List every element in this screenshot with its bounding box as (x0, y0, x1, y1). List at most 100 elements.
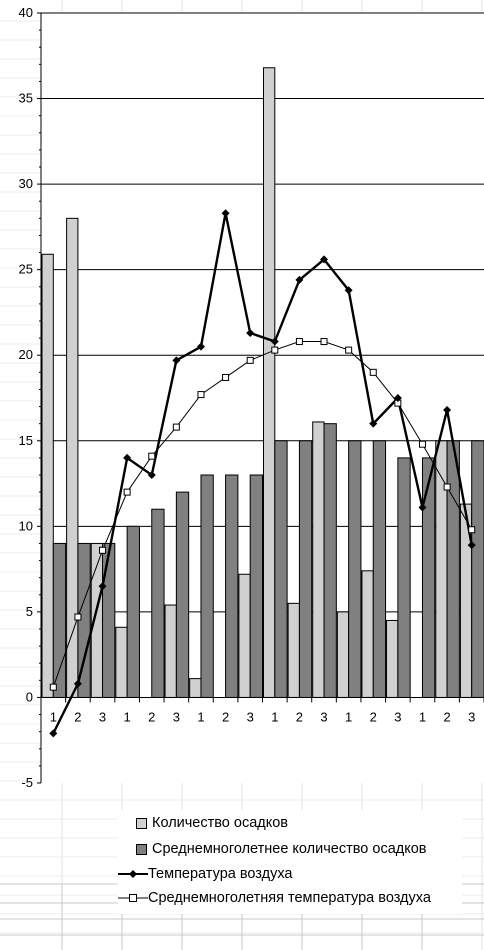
legend-swatch-dark (136, 843, 147, 855)
marker-temperature (418, 503, 427, 512)
x-tick-label: 2 (148, 709, 155, 724)
y-tick-label: 30 (19, 176, 33, 191)
marker-mean-temperature (74, 613, 82, 621)
bar-precipitation (238, 573, 251, 698)
y-tick-label: 20 (19, 347, 33, 362)
bar-mean-precipitation (471, 440, 484, 698)
x-tick-label: 3 (468, 709, 475, 724)
bar-precipitation (263, 67, 276, 698)
legend-diamond-line-icon (118, 868, 148, 880)
marker-mean-temperature (468, 526, 476, 534)
marker-mean-temperature (418, 440, 426, 448)
x-tick-label: 3 (247, 709, 254, 724)
marker-mean-temperature (197, 391, 205, 399)
x-tick-label: 2 (74, 709, 81, 724)
marker-mean-temperature (320, 338, 328, 346)
bar-mean-precipitation (348, 440, 362, 698)
legend-item-precipitation: Количество осадков (118, 812, 288, 834)
bar-mean-precipitation (175, 491, 190, 698)
legend-item-mean-precipitation: Среднемноголетнее количество осадков (118, 838, 427, 860)
legend-label-mean-temperature: Среднемноголетняя температура воздуха (148, 890, 431, 906)
marker-mean-temperature (99, 546, 107, 554)
line-temperature (52, 212, 473, 734)
x-tick-label: 1 (50, 709, 57, 724)
bar-mean-precipitation (249, 474, 263, 698)
legend-label-mean-precipitation: Среднемноголетнее количество осадков (152, 841, 427, 857)
bar-precipitation (361, 570, 374, 698)
marker-temperature (270, 337, 279, 346)
y-tick-label: 25 (19, 262, 33, 277)
x-tick-label: 1 (345, 709, 352, 724)
x-tick-label: 1 (197, 709, 204, 724)
bar-mean-precipitation (126, 525, 140, 698)
x-tick-label: 2 (222, 709, 229, 724)
bar-mean-precipitation (397, 457, 411, 698)
bar-precipitation (336, 611, 350, 698)
y-tick-label: 5 (26, 604, 33, 619)
legend-label-precipitation: Количество осадков (152, 815, 289, 831)
y-tick-label: 15 (19, 433, 33, 448)
marker-temperature (246, 328, 255, 337)
bar-precipitation (312, 421, 325, 698)
bar-mean-precipitation (52, 542, 67, 698)
marker-mean-temperature (148, 452, 156, 460)
marker-temperature (467, 541, 476, 550)
x-tick-label: 1 (271, 709, 278, 724)
x-tick-label: 1 (124, 709, 131, 724)
marker-temperature (49, 729, 58, 738)
marker-temperature (221, 209, 230, 218)
line-mean-temperature (52, 341, 473, 688)
bar-precipitation (115, 626, 128, 698)
bar-precipitation (287, 602, 300, 698)
marker-temperature (295, 275, 304, 284)
marker-temperature (196, 342, 205, 351)
y-tick-label: 40 (19, 5, 33, 20)
legend-label-temperature: Температура воздуха (148, 866, 293, 882)
legend-item-mean-temperature: Среднемноголетняя температура воздуха (118, 887, 431, 909)
marker-mean-temperature (246, 356, 254, 364)
bar-precipitation (164, 604, 177, 698)
bar-precipitation (386, 619, 399, 698)
bar-precipitation (435, 440, 448, 698)
y-tick-label: 0 (26, 689, 33, 704)
x-tick-label: 1 (419, 709, 426, 724)
marker-mean-temperature (345, 346, 353, 354)
marker-temperature (393, 394, 402, 402)
bar-mean-precipitation (274, 440, 288, 698)
marker-temperature (320, 255, 329, 264)
bar-mean-precipitation (298, 440, 313, 698)
marker-temperature (123, 453, 132, 462)
y-tick-label: 10 (19, 518, 33, 533)
marker-temperature (98, 582, 107, 591)
marker-temperature (344, 286, 353, 295)
legend-swatch-light (136, 817, 147, 829)
marker-mean-temperature (49, 683, 57, 691)
marker-mean-temperature (295, 338, 303, 346)
y-tick-label: -5 (21, 775, 33, 790)
legend: Количество осадков Среднемноголетнее кол… (118, 810, 462, 914)
marker-temperature (73, 679, 82, 688)
x-tick-label: 3 (394, 709, 401, 724)
x-tick-label: 3 (173, 709, 180, 724)
marker-mean-temperature (172, 423, 180, 431)
bar-mean-precipitation (446, 440, 460, 698)
marker-mean-temperature (443, 483, 451, 491)
bar-precipitation (66, 217, 79, 698)
marker-temperature (147, 471, 156, 479)
marker-mean-temperature (123, 488, 131, 496)
marker-temperature (443, 405, 452, 414)
x-tick-label: 2 (443, 709, 450, 724)
marker-temperature (172, 356, 181, 365)
legend-item-temperature: Температура воздуха (118, 863, 292, 885)
x-tick-label: 2 (370, 709, 377, 724)
marker-mean-temperature (369, 368, 377, 376)
bar-mean-precipitation (323, 423, 337, 698)
x-tick-label: 2 (296, 709, 303, 724)
marker-temperature (369, 419, 378, 428)
legend-square-line-icon (118, 892, 148, 904)
x-tick-label: 3 (99, 709, 106, 724)
marker-mean-temperature (222, 373, 230, 381)
bar-mean-precipitation (102, 542, 116, 698)
bar-mean-precipitation (200, 474, 214, 698)
